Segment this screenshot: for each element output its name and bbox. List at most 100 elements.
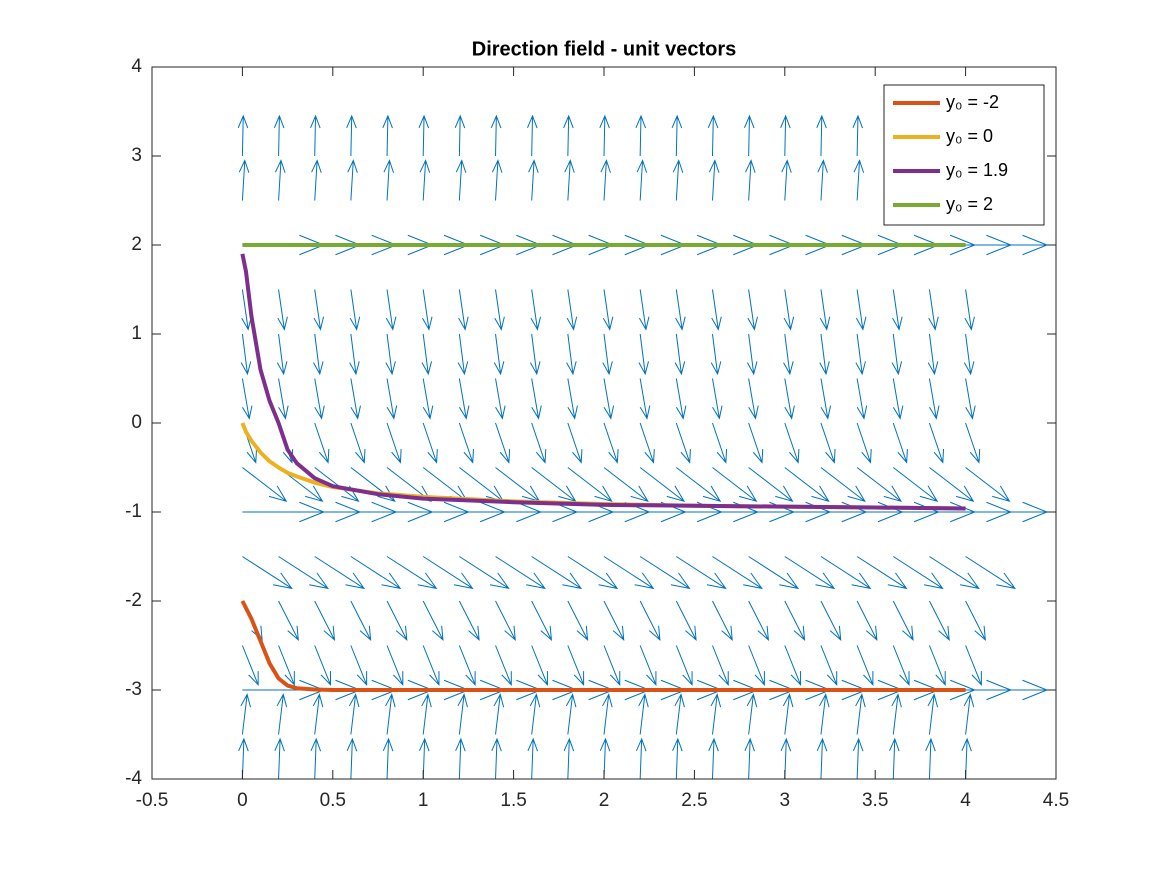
arrow [422, 378, 434, 420]
arrow [639, 467, 686, 503]
x-tick-label: -0.5 [136, 790, 169, 811]
arrow [856, 600, 878, 642]
arrow [676, 467, 722, 503]
arrow [856, 556, 908, 590]
arrow [602, 693, 613, 735]
arrow [783, 289, 795, 331]
arrow [276, 693, 288, 735]
arrow [780, 114, 791, 157]
arrow [820, 645, 838, 687]
arrow [563, 737, 575, 780]
arrow [422, 289, 433, 331]
arrow [274, 737, 285, 780]
y-tick-label: 0 [131, 412, 142, 433]
arrow [421, 333, 433, 376]
arrow [493, 333, 505, 376]
arrow [893, 556, 944, 590]
arrow [639, 645, 657, 687]
arrow [712, 645, 729, 687]
arrow [746, 333, 758, 376]
arrow [419, 159, 431, 201]
arrow [566, 289, 578, 331]
arrow [784, 645, 802, 687]
arrow [639, 556, 691, 590]
solution-line [240, 600, 966, 692]
arrow [635, 737, 647, 780]
arrow [531, 556, 583, 590]
arrow [350, 645, 368, 687]
arrow [780, 737, 792, 780]
arrow [602, 333, 613, 376]
arrow [744, 737, 755, 780]
arrow [784, 378, 795, 420]
arrow [816, 737, 828, 780]
arrow [963, 693, 975, 735]
arrow [927, 693, 939, 735]
arrow [748, 378, 759, 420]
arrow [314, 600, 336, 642]
arrow [603, 422, 619, 464]
arrow [386, 645, 404, 687]
arrow [314, 645, 331, 687]
arrow [274, 159, 286, 201]
arrow [963, 333, 975, 376]
arrow [892, 378, 904, 420]
arrow [671, 114, 683, 157]
arrow [638, 289, 650, 331]
arrow [927, 333, 939, 376]
x-tick-label: 3.5 [862, 790, 888, 811]
arrow [350, 556, 402, 590]
arrow [242, 556, 293, 590]
arrow [639, 600, 661, 642]
arrow [855, 289, 867, 331]
arrow [929, 556, 980, 590]
y-tick-label: 1 [131, 323, 142, 344]
arrow [928, 422, 945, 464]
arrow [711, 289, 722, 331]
arrow [819, 289, 831, 331]
arrow [820, 556, 872, 590]
arrow [965, 467, 1011, 503]
x-tick-label: 4 [960, 790, 971, 811]
x-tick-label: 4.5 [1043, 790, 1069, 811]
arrow [782, 693, 794, 735]
arrow [386, 600, 408, 642]
arrow [819, 693, 830, 735]
arrow [527, 737, 539, 780]
arrow [712, 422, 728, 464]
arrow [965, 378, 976, 420]
arrow [457, 333, 469, 376]
arrow [712, 467, 758, 503]
arrow [820, 422, 836, 464]
arrow [313, 333, 324, 376]
arrow [530, 289, 542, 331]
arrow [348, 693, 360, 735]
arrow [350, 600, 372, 642]
arrow [314, 378, 325, 420]
arrow [603, 556, 655, 590]
arrow [531, 378, 542, 420]
arrow [418, 114, 430, 157]
legend-label: y₀ = -2 [946, 92, 999, 112]
arrow [567, 600, 589, 642]
arrow [418, 737, 430, 780]
arrow [711, 378, 723, 420]
arrow [783, 333, 794, 376]
arrow [495, 600, 516, 642]
legend-label: y₀ = 2 [946, 194, 993, 214]
arrow [491, 159, 503, 201]
arrow [965, 645, 982, 687]
arrow [852, 114, 863, 157]
y-tick-label: -1 [125, 501, 142, 522]
arrow [422, 645, 440, 687]
arrow [675, 289, 686, 331]
arrow [635, 114, 647, 157]
arrow [495, 467, 541, 503]
arrow [928, 600, 950, 642]
arrow [746, 693, 758, 735]
arrow [599, 737, 611, 780]
arrow [892, 422, 908, 464]
arrow [458, 289, 469, 331]
arrow [928, 378, 940, 420]
